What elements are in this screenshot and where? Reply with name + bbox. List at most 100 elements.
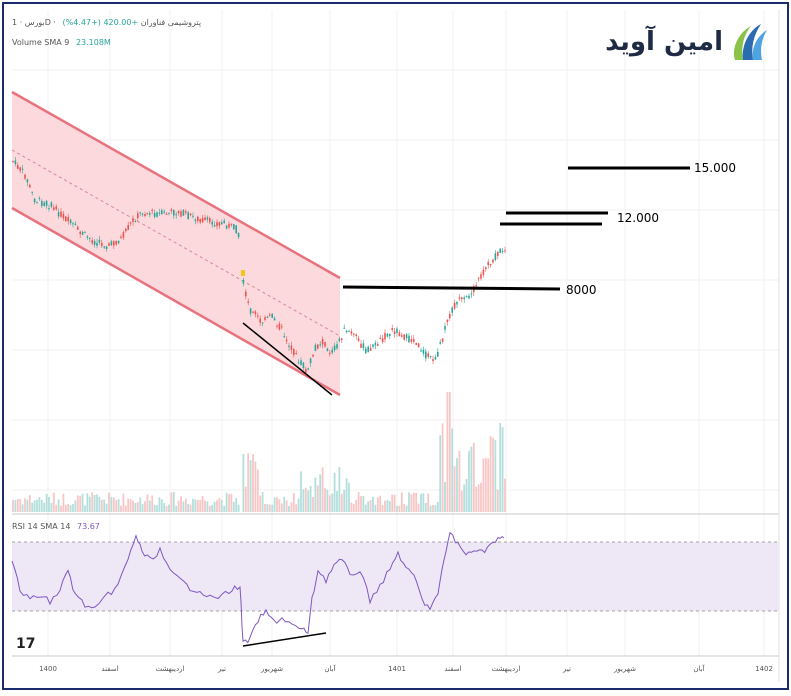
candle-body [209, 218, 211, 222]
candle-body [101, 242, 103, 246]
volume-bar [460, 490, 463, 512]
volume-bar [199, 500, 202, 512]
candle-body [225, 225, 228, 229]
level-line-8000 [342, 285, 561, 291]
volume-bar [326, 489, 329, 512]
volume-bar [501, 427, 504, 512]
candle-body [461, 297, 463, 300]
candle-body [331, 349, 333, 353]
candle-body [499, 248, 501, 253]
volume-bar [487, 458, 490, 512]
volume-bar [336, 491, 338, 512]
candle-body [120, 236, 122, 238]
x-tick-label: اسفند [101, 665, 118, 673]
volume-bar [211, 504, 214, 512]
volume-bar [271, 504, 274, 512]
volume-bar [276, 497, 278, 512]
candle-body [252, 311, 254, 313]
volume-bar [477, 484, 480, 512]
candle-body [273, 318, 276, 321]
volume-header: Volume SMA 9 23.108M [12, 38, 111, 47]
volume-bar [170, 492, 173, 512]
candle-body [281, 326, 283, 328]
volume-bar [266, 503, 269, 512]
candle-body [312, 354, 314, 357]
candle-body [367, 346, 369, 352]
volume-bar [110, 496, 113, 512]
volume-bar [208, 505, 211, 512]
volume-bar [453, 466, 456, 512]
candle-body [84, 231, 86, 233]
volume-bar [422, 493, 425, 512]
volume-bar [285, 500, 288, 512]
volume-bar [86, 493, 89, 512]
candle-body [211, 221, 213, 225]
volume-bar [249, 460, 252, 512]
volume-bar [386, 500, 389, 512]
candle-body [379, 337, 381, 339]
candle-body [477, 277, 480, 279]
volume-bar [254, 461, 257, 512]
candle-body [417, 343, 420, 348]
candle-body [276, 325, 278, 327]
candle-body [259, 318, 261, 323]
volume-bar [189, 504, 192, 512]
candle-body [434, 356, 437, 360]
rsi-divergence-trendline [242, 632, 327, 647]
candle-body [26, 179, 29, 183]
volume-bar [451, 428, 454, 512]
candle-body [228, 223, 230, 228]
x-tick-label: شهریور [260, 665, 283, 673]
volume-bar [242, 454, 245, 512]
candle-body [420, 350, 422, 352]
volume-bar [424, 502, 427, 512]
volume-bar [372, 496, 374, 512]
candle-body [110, 241, 113, 246]
candle-body [413, 339, 415, 342]
volume-bar [105, 503, 108, 512]
candle-body [45, 200, 48, 206]
candle-body [156, 212, 158, 217]
candle-body [362, 343, 365, 349]
candles [12, 157, 506, 375]
candle-body [415, 342, 417, 346]
candle-body [293, 349, 295, 355]
candle-body [199, 219, 201, 223]
candle-body [74, 223, 77, 226]
volume-bar [403, 503, 406, 512]
candle-body [449, 313, 451, 319]
volume-bar [192, 498, 194, 512]
volume-value: 23.108M [75, 38, 111, 47]
candle-body [192, 215, 194, 217]
candle-body [451, 307, 453, 313]
candle-body [144, 214, 146, 217]
candle-body [53, 207, 55, 210]
candle-body [365, 348, 367, 354]
volume-bar [290, 502, 293, 512]
volume-bar [151, 495, 154, 512]
x-tick-label: آبان [693, 664, 705, 673]
candle-body [321, 339, 324, 345]
volume-bar [139, 497, 142, 512]
candle-body [348, 330, 350, 332]
candle-body [360, 343, 362, 348]
candle-body [189, 213, 192, 216]
candle-body [55, 206, 57, 210]
candle-body [72, 223, 74, 225]
volume-bar [129, 499, 132, 512]
candle-body [223, 220, 225, 223]
x-tick-label: 1400 [39, 665, 57, 673]
candle-body [38, 197, 41, 199]
volume-bar [283, 496, 286, 512]
candle-body [444, 326, 446, 330]
candle-body [50, 202, 53, 207]
volume-bar [444, 481, 446, 512]
candle-body [43, 202, 45, 206]
volume-bar [374, 504, 377, 512]
rsi-value: 73.67 [76, 522, 100, 531]
candle-body [194, 219, 197, 222]
candle-body [305, 368, 307, 373]
candle-body [386, 333, 389, 337]
price-change: +420.00 (+4.47%) [62, 18, 139, 27]
volume-bar [333, 472, 336, 512]
